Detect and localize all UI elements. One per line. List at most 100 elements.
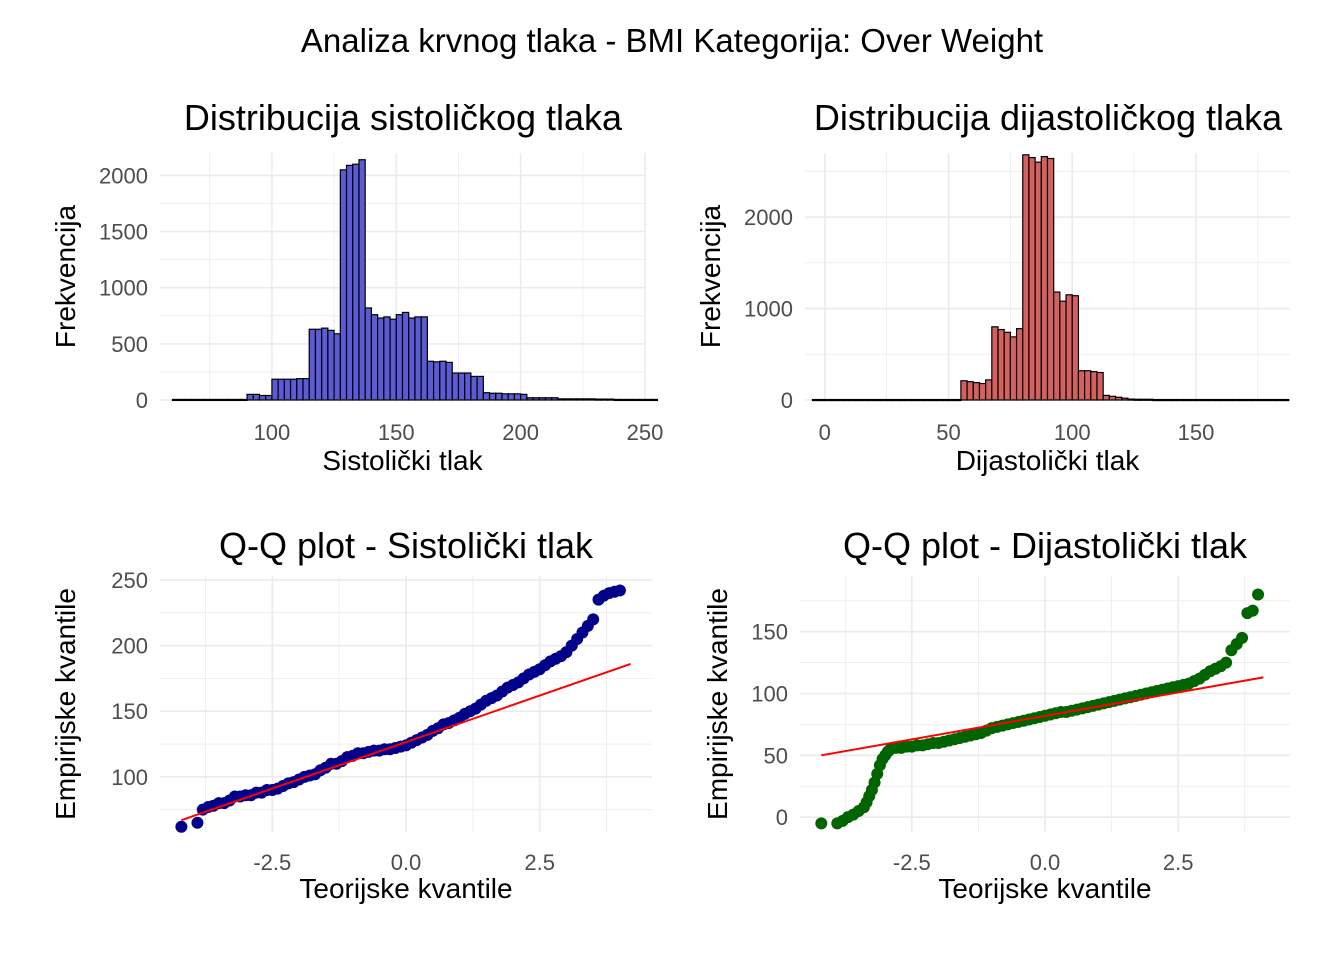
reference-line [181, 663, 631, 822]
histogram-bar [929, 398, 937, 402]
histogram-bar [613, 398, 621, 402]
histogram-bar [464, 372, 472, 401]
histogram-bar [520, 393, 528, 401]
x-axis-label: Teorijske kvantile [938, 873, 1151, 904]
x-tick-label: 2.5 [524, 850, 555, 875]
y-tick-label: 0 [136, 388, 148, 413]
histogram-bar [526, 397, 534, 401]
y-tick-label: 500 [111, 332, 148, 357]
y-axis-label: Empirijske kvantile [702, 588, 733, 820]
histogram-bar [1065, 294, 1073, 401]
x-tick-label: 250 [627, 420, 664, 445]
histogram-bar [476, 375, 484, 401]
histogram-bar [1084, 370, 1092, 401]
histogram-bar [916, 398, 925, 402]
histogram-bar [401, 311, 410, 401]
histogram-bar [1189, 398, 1197, 402]
histogram-bar [836, 398, 844, 402]
histogram-bar [345, 164, 354, 401]
x-tick-label: -2.5 [253, 850, 291, 875]
qq-point [191, 816, 204, 829]
y-tick-label: 1000 [99, 276, 148, 301]
histogram-bar [302, 378, 310, 401]
histogram-bar [289, 378, 298, 401]
histogram-bar [935, 398, 943, 402]
histogram-bar [991, 326, 999, 401]
histogram-bar [1226, 398, 1234, 402]
histogram-bar [1040, 156, 1049, 401]
histogram-bar [296, 378, 304, 401]
histogram-bar [395, 314, 404, 401]
histogram-bar [1251, 398, 1259, 402]
histogram-bar [978, 382, 987, 401]
histogram-bar [470, 375, 478, 401]
histogram-bar [202, 398, 211, 402]
histogram-bar [1158, 398, 1166, 402]
histogram-bar [898, 398, 906, 402]
histogram-bar [582, 398, 590, 401]
y-tick-label: 200 [111, 634, 148, 659]
y-tick-label: 150 [111, 699, 148, 724]
y-axis-label: Frekvencija [695, 205, 726, 349]
histogram-bar [420, 316, 428, 401]
histogram-bar [308, 328, 317, 401]
histogram-bar [947, 398, 956, 402]
histogram-bar [1009, 336, 1018, 401]
histogram-bar [625, 398, 634, 402]
y-tick-label: 50 [764, 743, 788, 768]
panel-title: Q-Q plot - Sistolički tlak [219, 525, 594, 566]
panel-title: Distribucija dijastoličkog tlaka [814, 97, 1283, 138]
histogram-bar [426, 360, 435, 401]
histogram-bar [588, 398, 596, 401]
histogram-bar [842, 398, 851, 402]
x-axis-label: Dijastolički tlak [956, 445, 1141, 476]
y-tick-label: 0 [776, 805, 788, 830]
histogram-bar [972, 382, 981, 401]
histogram-bar [178, 398, 186, 402]
histogram-bar [1213, 398, 1222, 402]
histogram-bar [594, 398, 603, 401]
histogram-bar [923, 398, 931, 402]
qq-point [1236, 631, 1249, 644]
histogram-bar [445, 361, 453, 401]
panel-4: -2.5 0.0 2.5 0 50 100 150 Q-Q plot - Dijastolič… [702, 525, 1290, 904]
histogram-bar [339, 169, 348, 401]
histogram-bar [985, 379, 993, 401]
x-tick-label: 200 [502, 420, 539, 445]
histogram-bar [818, 398, 826, 402]
histogram-bar [1114, 396, 1123, 401]
histogram-bar [277, 378, 285, 401]
histogram-bar [265, 394, 273, 401]
histogram-bar [215, 398, 223, 402]
histogram-bar [811, 398, 820, 402]
histogram-bar [252, 393, 261, 401]
qq-point [815, 817, 828, 830]
x-tick-label: 0.0 [391, 850, 422, 875]
histogram-bar [513, 393, 522, 401]
histogram-bar [557, 398, 565, 401]
y-tick-label: 1500 [99, 220, 148, 245]
y-axis-label: Empirijske kvantile [50, 588, 81, 820]
panel-2: 0 50 100 150 0 1000 2000 Distribucija dijastoli… [695, 97, 1290, 476]
histogram-bar [501, 393, 509, 401]
histogram-bar [941, 398, 950, 402]
histogram-bar [886, 398, 894, 402]
histogram-bar [1071, 295, 1080, 401]
histogram-bar [1201, 398, 1209, 402]
histogram-bar [389, 318, 397, 401]
histogram-bar [221, 398, 229, 402]
histogram-bar [190, 398, 198, 402]
panel-3: -2.5 0.0 2.5 100 150 200 250 Q-Q plot - Sistoli… [50, 525, 652, 904]
histogram-bar [377, 317, 385, 401]
histogram-bar [1015, 328, 1024, 401]
histogram-bar [600, 398, 609, 401]
histogram-bar [1257, 398, 1265, 402]
x-axis-label: Teorijske kvantile [299, 873, 512, 904]
histogram-bar [1238, 398, 1247, 402]
histogram-bar [954, 398, 962, 402]
histogram-bar [432, 361, 441, 401]
histogram-bar [1102, 394, 1110, 401]
histogram-bar [538, 397, 547, 401]
qq-point [613, 584, 626, 597]
histogram-bar [1269, 398, 1277, 402]
